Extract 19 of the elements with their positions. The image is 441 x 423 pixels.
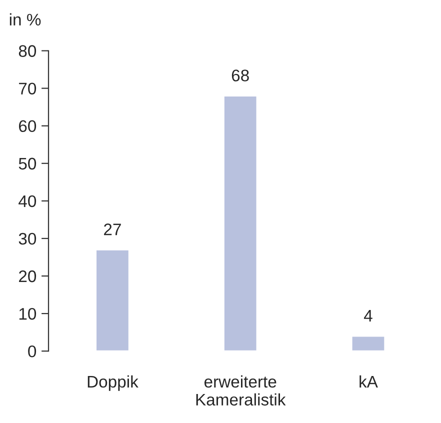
y-tick-label: 30 <box>18 232 36 245</box>
data-label: 27 <box>104 224 121 236</box>
y-tick-label: 60 <box>19 120 36 132</box>
x-tick-label: erweiterte Kameralistik <box>196 375 286 406</box>
y-axis-title: in % <box>10 13 41 26</box>
y-tick-label: 20 <box>19 270 36 282</box>
data-label: 68 <box>232 70 249 82</box>
data-label: 4 <box>364 310 372 322</box>
bar <box>350 335 386 352</box>
y-tick-label: 80 <box>18 45 36 57</box>
y-tick-label: 40 <box>18 195 36 208</box>
bar <box>95 249 130 352</box>
x-tick-label: Doppik <box>88 375 138 391</box>
y-tick-label: 50 <box>18 158 36 170</box>
y-tick-label: 10 <box>19 308 36 320</box>
bar <box>223 95 258 352</box>
y-tick-label: 70 <box>19 82 36 95</box>
x-tick-label: kA <box>360 375 378 388</box>
y-tick-label: 0 <box>28 345 36 358</box>
